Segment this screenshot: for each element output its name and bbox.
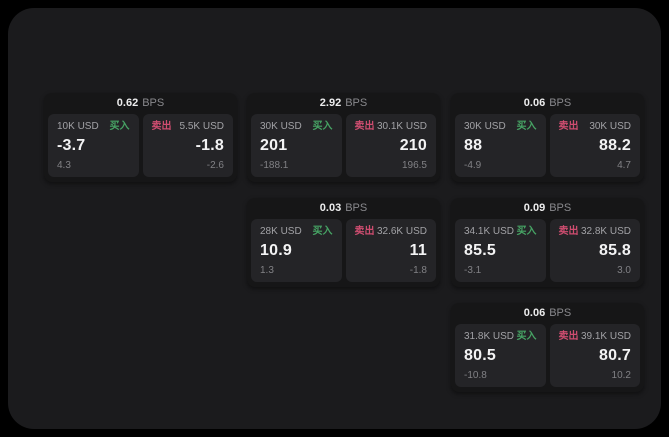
sell-side-label: 卖出 xyxy=(354,121,375,132)
buy-price: 10.9 xyxy=(260,242,292,259)
sell-price: 88.2 xyxy=(599,137,631,154)
sell-amount: 39.1K USD xyxy=(580,331,631,342)
quote-card[interactable]: 0.06 BPS 30K USD 买入 88 -4.9 卖出 30K USD xyxy=(451,93,644,182)
bps-unit-label: BPS xyxy=(549,307,572,319)
buy-delta: 1.3 xyxy=(260,265,274,276)
quote-card[interactable]: 0.03 BPS 28K USD 买入 10.9 1.3 卖出 32.6K US… xyxy=(247,198,440,287)
buy-side-label: 买入 xyxy=(516,331,537,342)
buy-panel[interactable]: 30K USD 买入 201 -188.1 xyxy=(251,114,342,177)
buy-price: 80.5 xyxy=(464,347,496,364)
bps-header: 0.06 BPS xyxy=(451,93,644,114)
sell-side-label: 卖出 xyxy=(354,226,375,237)
buy-delta: -3.1 xyxy=(464,265,482,276)
buy-panel[interactable]: 10K USD 买入 -3.7 4.3 xyxy=(48,114,139,177)
bps-value: 0.06 xyxy=(523,307,546,319)
sell-amount: 30K USD xyxy=(589,121,631,132)
bps-header: 0.62 BPS xyxy=(44,93,237,114)
bps-header: 0.03 BPS xyxy=(247,198,440,219)
buy-side-label: 买入 xyxy=(516,226,537,237)
buy-amount: 28K USD xyxy=(260,226,302,237)
sell-amount: 32.8K USD xyxy=(580,226,631,237)
sell-panel[interactable]: 卖出 30K USD 88.2 4.7 xyxy=(549,114,640,177)
sell-panel[interactable]: 卖出 5.5K USD -1.8 -2.6 xyxy=(142,114,233,177)
buy-amount: 31.8K USD xyxy=(464,331,515,342)
sell-price: 80.7 xyxy=(599,347,631,364)
sell-amount: 30.1K USD xyxy=(376,121,427,132)
sell-amount: 5.5K USD xyxy=(179,121,224,132)
sell-delta: 3.0 xyxy=(617,265,631,276)
quote-card[interactable]: 0.06 BPS 31.8K USD 买入 80.5 -10.8 卖出 39.1… xyxy=(451,303,644,392)
sell-side-label: 卖出 xyxy=(151,121,172,132)
bps-value: 0.03 xyxy=(319,202,342,214)
buy-amount: 30K USD xyxy=(464,121,506,132)
bps-unit-label: BPS xyxy=(345,202,368,214)
bps-header: 0.09 BPS xyxy=(451,198,644,219)
bps-header: 2.92 BPS xyxy=(247,93,440,114)
sell-price: 11 xyxy=(409,242,427,259)
sell-price: 85.8 xyxy=(599,242,631,259)
sell-delta: 4.7 xyxy=(617,160,631,171)
buy-amount: 30K USD xyxy=(260,121,302,132)
sell-amount: 32.6K USD xyxy=(376,226,427,237)
buy-panel[interactable]: 34.1K USD 买入 85.5 -3.1 xyxy=(455,219,546,282)
sell-side-label: 卖出 xyxy=(558,226,579,237)
sell-panel[interactable]: 卖出 32.6K USD 11 -1.8 xyxy=(345,219,436,282)
bps-value: 0.62 xyxy=(116,97,139,109)
buy-side-label: 买入 xyxy=(516,121,537,132)
sell-price: -1.8 xyxy=(195,137,224,154)
buy-amount: 34.1K USD xyxy=(464,226,515,237)
quote-card[interactable]: 0.62 BPS 10K USD 买入 -3.7 4.3 卖出 5.5K USD xyxy=(44,93,237,182)
sell-delta: -1.8 xyxy=(409,265,427,276)
sell-panel[interactable]: 卖出 32.8K USD 85.8 3.0 xyxy=(549,219,640,282)
buy-side-label: 买入 xyxy=(312,226,333,237)
buy-price: -3.7 xyxy=(57,137,86,154)
buy-delta: -188.1 xyxy=(260,160,289,171)
sell-delta: 196.5 xyxy=(401,160,427,171)
buy-delta: -10.8 xyxy=(464,370,487,381)
quote-card[interactable]: 2.92 BPS 30K USD 买入 201 -188.1 卖出 30.1K … xyxy=(247,93,440,182)
buy-delta: -4.9 xyxy=(464,160,482,171)
bps-header: 0.06 BPS xyxy=(451,303,644,324)
bps-value: 2.92 xyxy=(319,97,342,109)
sell-side-label: 卖出 xyxy=(558,331,579,342)
bps-unit-label: BPS xyxy=(549,202,572,214)
buy-price: 85.5 xyxy=(464,242,496,259)
sell-side-label: 卖出 xyxy=(558,121,579,132)
quotes-panel: 0.62 BPS 10K USD 买入 -3.7 4.3 卖出 5.5K USD xyxy=(8,8,661,429)
sell-price: 210 xyxy=(399,137,427,154)
buy-price: 88 xyxy=(464,137,483,154)
bps-value: 0.06 xyxy=(523,97,546,109)
buy-panel[interactable]: 31.8K USD 买入 80.5 -10.8 xyxy=(455,324,546,387)
buy-side-label: 买入 xyxy=(312,121,333,132)
buy-delta: 4.3 xyxy=(57,160,71,171)
buy-price: 201 xyxy=(260,137,288,154)
buy-side-label: 买入 xyxy=(109,121,130,132)
buy-amount: 10K USD xyxy=(57,121,99,132)
buy-panel[interactable]: 28K USD 买入 10.9 1.3 xyxy=(251,219,342,282)
bps-unit-label: BPS xyxy=(549,97,572,109)
bps-value: 0.09 xyxy=(523,202,546,214)
buy-panel[interactable]: 30K USD 买入 88 -4.9 xyxy=(455,114,546,177)
quote-card[interactable]: 0.09 BPS 34.1K USD 买入 85.5 -3.1 卖出 32.8K… xyxy=(451,198,644,287)
sell-panel[interactable]: 卖出 39.1K USD 80.7 10.2 xyxy=(549,324,640,387)
bps-unit-label: BPS xyxy=(345,97,368,109)
sell-delta: -2.6 xyxy=(206,160,224,171)
bps-unit-label: BPS xyxy=(142,97,165,109)
sell-delta: 10.2 xyxy=(611,370,631,381)
sell-panel[interactable]: 卖出 30.1K USD 210 196.5 xyxy=(345,114,436,177)
